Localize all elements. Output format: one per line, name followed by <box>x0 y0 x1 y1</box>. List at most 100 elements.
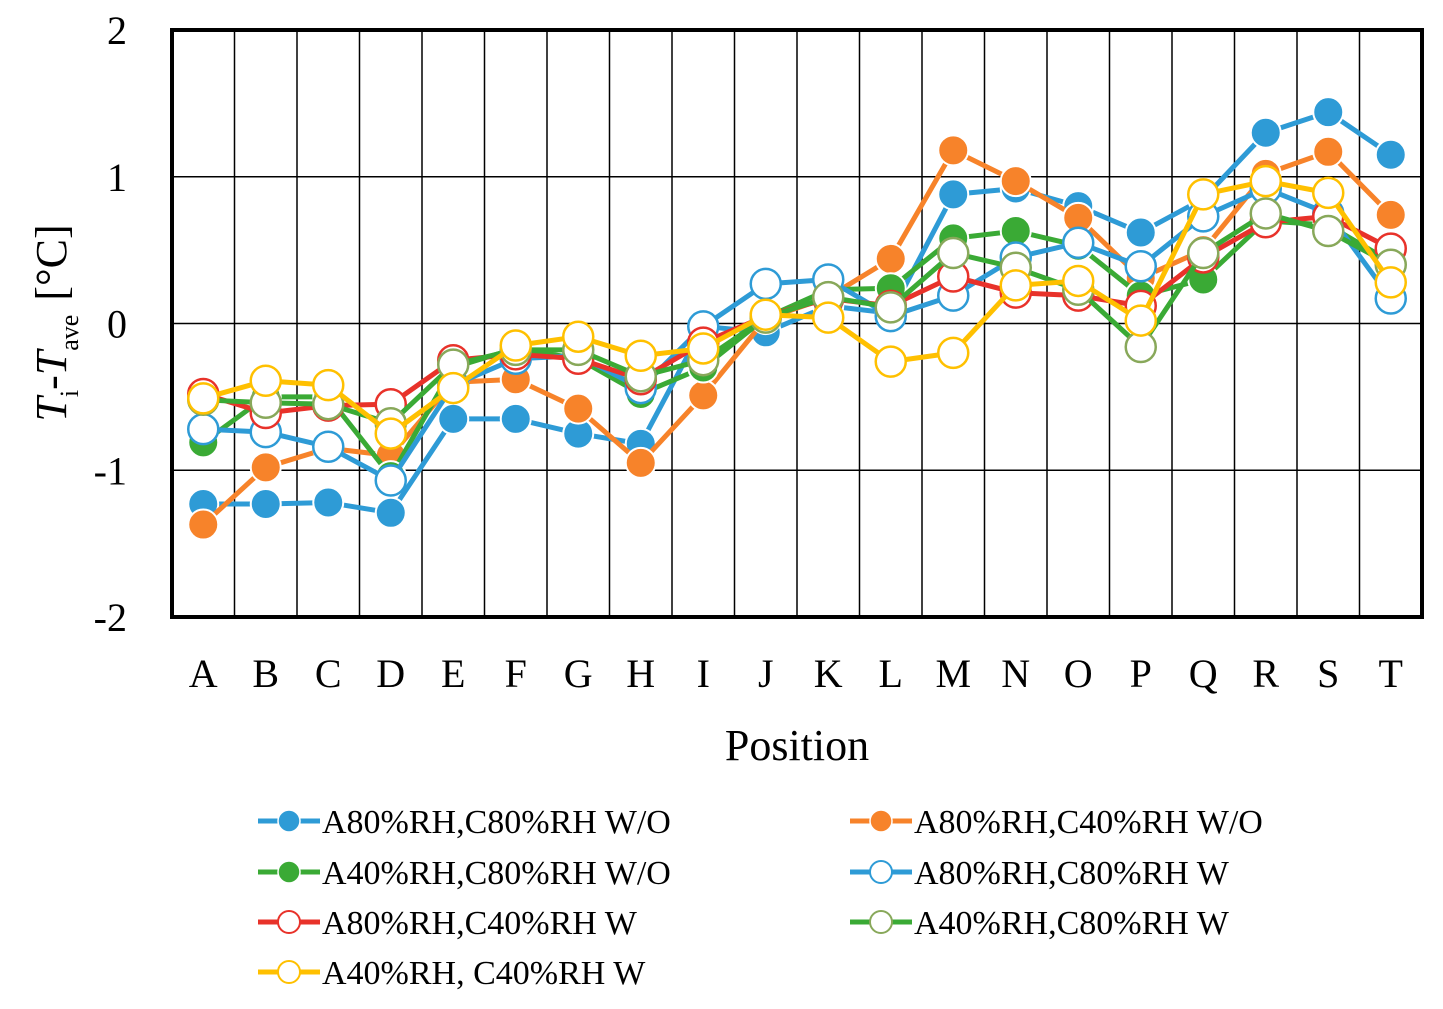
data-point <box>1062 226 1095 260</box>
data-point <box>1124 250 1157 283</box>
legend-marker <box>869 910 893 934</box>
data-point <box>1187 236 1220 270</box>
data-point <box>499 329 532 362</box>
grid-lines <box>172 30 1422 617</box>
data-point <box>1374 198 1407 231</box>
legend-item: A80%RH,C80%RH W <box>850 855 1230 892</box>
y-tick-label: 0 <box>107 302 127 347</box>
svg-text:Ti-Tave[°C]: Ti-Tave[°C] <box>27 224 84 421</box>
data-point <box>624 446 657 479</box>
data-point <box>749 298 782 331</box>
legend-marker <box>277 860 301 884</box>
legend-label: A80%RH,C40%RH W/O <box>914 804 1263 841</box>
x-tick-label: J <box>758 651 774 696</box>
data-point <box>562 320 595 353</box>
legend-marker <box>869 860 893 884</box>
data-point <box>1374 266 1407 299</box>
x-tick-label: N <box>1001 651 1030 696</box>
data-point <box>812 301 845 334</box>
plot-frame <box>170 28 1424 619</box>
data-point <box>1312 176 1345 210</box>
data-point <box>874 345 907 378</box>
data-point <box>1312 214 1345 248</box>
data-point <box>187 412 220 446</box>
data-point <box>249 488 282 521</box>
x-tick-label: K <box>814 651 843 696</box>
x-tick-label: E <box>441 651 465 696</box>
data-point <box>562 392 595 425</box>
data-point <box>437 402 470 435</box>
x-tick-label: R <box>1252 651 1279 696</box>
y-tick-label: 1 <box>107 155 127 200</box>
data-point <box>937 134 970 167</box>
data-point <box>1187 178 1220 211</box>
data-point <box>999 269 1032 302</box>
data-point <box>1249 164 1282 198</box>
data-point <box>624 339 657 373</box>
series-layer <box>187 96 1407 541</box>
x-tick-label: C <box>315 651 342 696</box>
data-point <box>999 165 1032 198</box>
data-point <box>1124 216 1157 249</box>
legend-marker <box>869 809 893 833</box>
x-tick-label: O <box>1064 651 1093 696</box>
legend-item: A80%RH,C40%RH W/O <box>850 804 1263 841</box>
data-point <box>437 371 470 405</box>
legend-label: A40%RH,C80%RH W/O <box>322 855 671 892</box>
legend-item: A40%RH, C40%RH W <box>258 955 646 992</box>
data-point <box>1249 197 1282 230</box>
data-point <box>1249 116 1282 149</box>
legend-label: A80%RH,C40%RH W <box>322 905 638 942</box>
legend-label: A80%RH,C80%RH W/O <box>322 804 671 841</box>
x-tick-label: F <box>505 651 527 696</box>
legend-item: A80%RH,C40%RH W <box>258 905 638 942</box>
data-point <box>687 332 720 365</box>
y-label-unit: [°C] <box>27 224 76 300</box>
x-tick-label: A <box>189 651 218 696</box>
x-tick-label: I <box>697 651 710 696</box>
y-label-sub-ave: ave <box>55 315 84 351</box>
data-point <box>374 417 407 450</box>
data-point <box>187 508 220 541</box>
y-tick-label: 2 <box>107 8 127 53</box>
data-point <box>1312 96 1345 129</box>
data-point <box>937 178 970 211</box>
legend-marker <box>277 809 301 833</box>
x-tick-label: G <box>564 651 593 696</box>
y-label-dash: - <box>27 375 76 390</box>
data-point <box>937 336 970 370</box>
data-point <box>937 236 970 270</box>
y-label-t1: T <box>27 394 76 422</box>
y-label-t2: T <box>27 347 76 375</box>
data-point <box>187 382 220 415</box>
legend-label: A40%RH, C40%RH W <box>322 955 646 992</box>
data-point <box>249 364 282 397</box>
legend-marker <box>277 910 301 934</box>
legend-label: A80%RH,C80%RH W <box>914 855 1230 892</box>
x-tick-label: B <box>252 651 279 696</box>
x-tick-label: H <box>626 651 655 696</box>
data-point <box>874 242 907 275</box>
data-point <box>687 379 720 412</box>
series-7 <box>187 164 1407 450</box>
data-point <box>1124 304 1157 337</box>
y-tick-labels: -2 -1 0 1 2 <box>94 8 127 640</box>
y-tick-label: -2 <box>94 595 127 640</box>
data-point <box>312 486 345 519</box>
data-point <box>374 464 407 497</box>
x-tick-label: Q <box>1189 651 1218 696</box>
data-point <box>749 267 782 301</box>
data-point <box>312 368 345 402</box>
data-point <box>499 402 532 435</box>
data-point <box>374 496 407 529</box>
legend-item: A40%RH,C80%RH W <box>850 905 1230 942</box>
y-tick-label: -1 <box>94 448 127 493</box>
x-tick-label: D <box>376 651 405 696</box>
x-tick-label: M <box>935 651 971 696</box>
data-point <box>1062 264 1095 298</box>
x-tick-label: P <box>1130 651 1152 696</box>
legend: A80%RH,C80%RH W/O A80%RH,C40%RH W/O A40%RH… <box>258 804 1263 992</box>
y-label-sub-i: i <box>55 390 84 397</box>
